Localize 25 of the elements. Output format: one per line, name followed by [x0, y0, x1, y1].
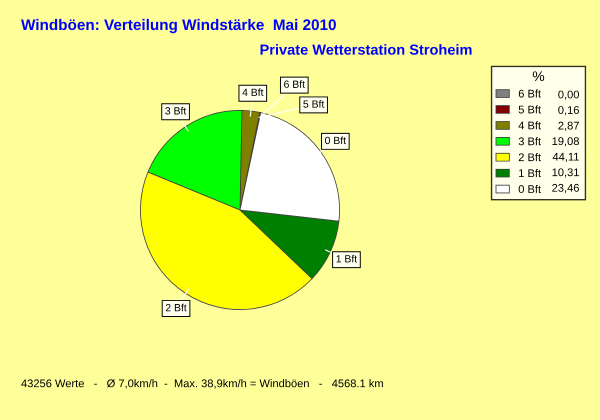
legend-label: 4 Bft	[518, 121, 541, 130]
chart-title: Windböen: Verteilung Windstärke Mai 2010	[21, 18, 336, 34]
data-label: 0,16	[558, 106, 579, 116]
slice-label: 4 Bft	[242, 88, 264, 96]
legend-title: %	[532, 71, 544, 82]
legend-label: 3 Bft	[518, 137, 541, 146]
slice-label: 3 Bft	[165, 106, 186, 115]
data-label: 10,31	[552, 168, 579, 178]
slice-label: 5 Bft	[303, 100, 324, 108]
legend-label: 2 Bft	[518, 153, 541, 162]
legend-label: 5 Bft	[518, 105, 541, 114]
slice-label: 2 Bft	[166, 304, 187, 312]
text: 43256 Werte - Ø 7,0km/h - Max. 38,9km/h = Windböen - 4568.1 km	[21, 379, 383, 389]
category-label: 6 Bft	[284, 80, 305, 88]
legend-label: 6 Bft	[518, 89, 541, 98]
data-label: 44,11	[552, 152, 579, 162]
legend-label: 1 Bft	[519, 168, 541, 178]
data-label: 19,08	[552, 137, 579, 146]
legend-label: 0 Bft	[518, 184, 541, 194]
chart-subtitle: Private Wetterstation Stroheim	[260, 44, 472, 55]
data-label: 23,46	[552, 184, 579, 194]
data-label: 2,87	[558, 122, 579, 131]
text: 0,00	[558, 90, 580, 100]
slice-label: 1 Bft	[336, 254, 358, 262]
slice-label: 0 Bft	[325, 136, 346, 144]
